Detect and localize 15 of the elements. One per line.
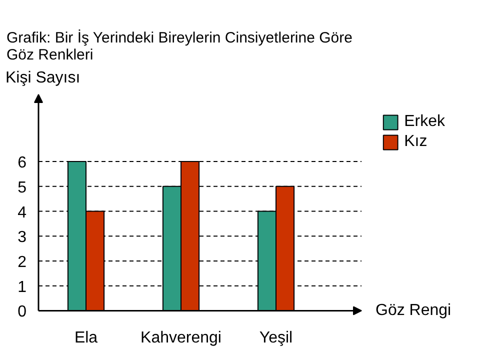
x-tick-label: Kahverengi bbox=[140, 330, 222, 346]
y-tick-label: 4 bbox=[18, 204, 27, 222]
x-tick-label: Ela bbox=[74, 330, 98, 346]
y-tick-label: 1 bbox=[18, 278, 27, 296]
y-tick-label: 5 bbox=[18, 179, 27, 196]
y-tick-label: 0 bbox=[18, 304, 27, 321]
x-tick-label: Yeşil bbox=[259, 330, 293, 346]
x-axis-title: Göz Rengi bbox=[376, 302, 452, 320]
y-tick-label: 3 bbox=[18, 229, 27, 246]
y-axis-title: Kişi Sayısı bbox=[6, 69, 80, 86]
y-tick-label: 2 bbox=[18, 254, 27, 271]
legend-label: Erkek bbox=[404, 113, 445, 131]
legend-label: Kız bbox=[404, 133, 428, 151]
y-tick-label: 6 bbox=[18, 154, 27, 172]
chart-title: Grafik: Bir İş Yerindeki Bireylerin Cinsiyetlerine Göre Göz Renkleri bbox=[6, 28, 352, 64]
